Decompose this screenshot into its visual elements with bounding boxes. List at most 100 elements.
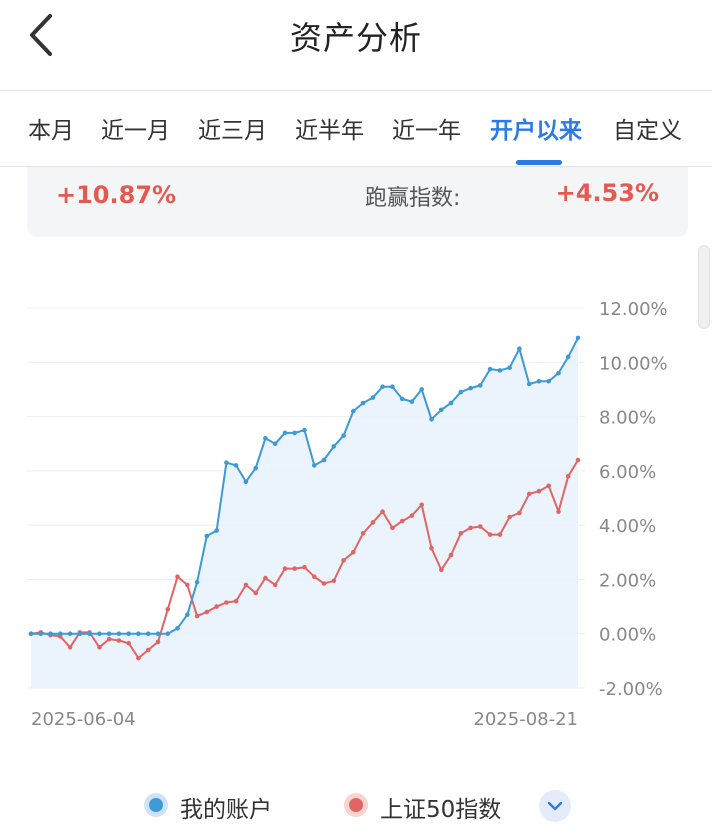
tab-last-year[interactable]: 近一年 bbox=[392, 118, 461, 144]
account-data-point bbox=[468, 385, 473, 391]
account-data-point bbox=[165, 631, 171, 636]
tab-this-month[interactable]: 本月 bbox=[28, 118, 74, 144]
index-data-point bbox=[224, 600, 229, 605]
header-divider bbox=[0, 90, 712, 91]
index-data-point bbox=[233, 598, 239, 604]
index-data-point bbox=[263, 575, 268, 581]
index-data-point bbox=[204, 609, 210, 615]
index-data-point bbox=[487, 532, 493, 537]
tab-last-6-months[interactable]: 近半年 bbox=[295, 118, 364, 144]
account-data-point bbox=[507, 365, 512, 370]
account-data-point bbox=[341, 433, 346, 438]
account-data-point bbox=[399, 396, 405, 402]
account-data-point bbox=[370, 395, 376, 400]
account-data-point bbox=[116, 631, 122, 636]
account-data-point bbox=[67, 631, 73, 636]
account-data-point bbox=[272, 441, 278, 446]
account-area-fill bbox=[31, 337, 578, 688]
y-tick-label: 6.00% bbox=[599, 462, 656, 483]
account-data-point bbox=[243, 479, 249, 484]
account-data-point bbox=[126, 631, 131, 636]
tab-custom[interactable]: 自定义 bbox=[613, 118, 682, 144]
account-data-point bbox=[458, 389, 464, 395]
account-data-point bbox=[497, 368, 503, 373]
y-tick-label: -2.00% bbox=[599, 679, 663, 700]
index-data-point bbox=[185, 582, 190, 588]
account-data-point bbox=[526, 381, 532, 387]
x-start-label: 2025-06-04 bbox=[31, 709, 136, 730]
account-data-point bbox=[87, 631, 92, 636]
account-data-point bbox=[145, 631, 151, 636]
tabs-divider bbox=[0, 166, 712, 167]
account-data-point bbox=[292, 430, 298, 436]
tab-last-3-months[interactable]: 近三月 bbox=[198, 118, 267, 144]
account-data-point bbox=[48, 631, 53, 636]
account-data-point bbox=[263, 436, 268, 441]
tab-last-month[interactable]: 近一月 bbox=[101, 118, 170, 144]
account-data-point bbox=[351, 408, 356, 414]
excess-return-value: +4.53% bbox=[555, 179, 659, 207]
return-summary-card: +10.87% 跑赢指数: +4.53% bbox=[27, 167, 688, 237]
index-data-point bbox=[165, 607, 171, 612]
account-data-point bbox=[439, 407, 444, 413]
index-data-point bbox=[497, 532, 503, 537]
excess-return-label: 跑赢指数: bbox=[365, 186, 461, 211]
index-data-point bbox=[419, 502, 425, 508]
account-data-point bbox=[106, 631, 112, 636]
index-data-point bbox=[546, 483, 551, 489]
account-data-point bbox=[321, 457, 327, 463]
account-data-point bbox=[28, 631, 34, 636]
account-data-point bbox=[282, 430, 288, 436]
index-data-point bbox=[136, 655, 141, 661]
index-data-point bbox=[194, 613, 200, 619]
account-data-point bbox=[487, 366, 493, 372]
index-data-point bbox=[97, 645, 102, 650]
account-data-point bbox=[331, 444, 337, 449]
index-data-point bbox=[331, 578, 337, 584]
index-data-point bbox=[507, 514, 512, 520]
account-data-point bbox=[175, 626, 180, 631]
account-data-point bbox=[204, 533, 210, 539]
legend-index-label: 上证50指数 bbox=[380, 797, 502, 823]
back-arrow-icon[interactable] bbox=[18, 8, 66, 60]
index-data-point bbox=[116, 638, 122, 643]
index-data-point bbox=[565, 474, 571, 479]
index-data-point bbox=[370, 520, 376, 525]
tab-since-opening[interactable]: 开户以来 bbox=[490, 118, 582, 144]
y-tick-label: 4.00% bbox=[599, 516, 656, 537]
index-data-point bbox=[556, 509, 561, 514]
index-data-point bbox=[478, 524, 483, 529]
legend-account-label: 我的账户 bbox=[180, 797, 272, 823]
y-tick-label: 10.00% bbox=[599, 353, 668, 374]
index-data-point bbox=[312, 574, 317, 579]
index-data-point bbox=[448, 552, 454, 558]
index-data-point bbox=[175, 574, 180, 579]
account-data-point bbox=[155, 631, 161, 636]
index-data-point bbox=[67, 645, 73, 650]
account-data-point bbox=[565, 354, 571, 360]
account-data-point bbox=[429, 417, 434, 422]
index-data-point bbox=[536, 488, 542, 494]
account-data-point bbox=[214, 528, 219, 533]
account-data-point bbox=[546, 379, 551, 384]
index-data-point bbox=[272, 582, 278, 588]
index-data-point bbox=[126, 640, 131, 646]
chevron-down-icon[interactable] bbox=[539, 790, 571, 822]
index-data-point bbox=[243, 582, 249, 588]
index-data-point bbox=[292, 566, 298, 571]
account-data-point bbox=[478, 383, 483, 388]
account-data-point bbox=[517, 346, 522, 351]
account-data-point bbox=[224, 460, 229, 465]
account-data-point bbox=[390, 384, 395, 389]
scrollbar-thumb[interactable] bbox=[698, 245, 710, 329]
account-data-point bbox=[409, 399, 415, 404]
account-legend-dot-icon bbox=[144, 793, 168, 817]
chart-legend: 我的账户 上证50指数 bbox=[0, 780, 712, 830]
account-data-point bbox=[194, 579, 200, 585]
index-data-point bbox=[253, 590, 258, 596]
account-data-point bbox=[302, 427, 307, 433]
index-data-point bbox=[517, 510, 522, 516]
index-legend-dot-icon bbox=[344, 793, 368, 817]
index-data-point bbox=[214, 604, 219, 609]
index-data-point bbox=[409, 513, 415, 518]
